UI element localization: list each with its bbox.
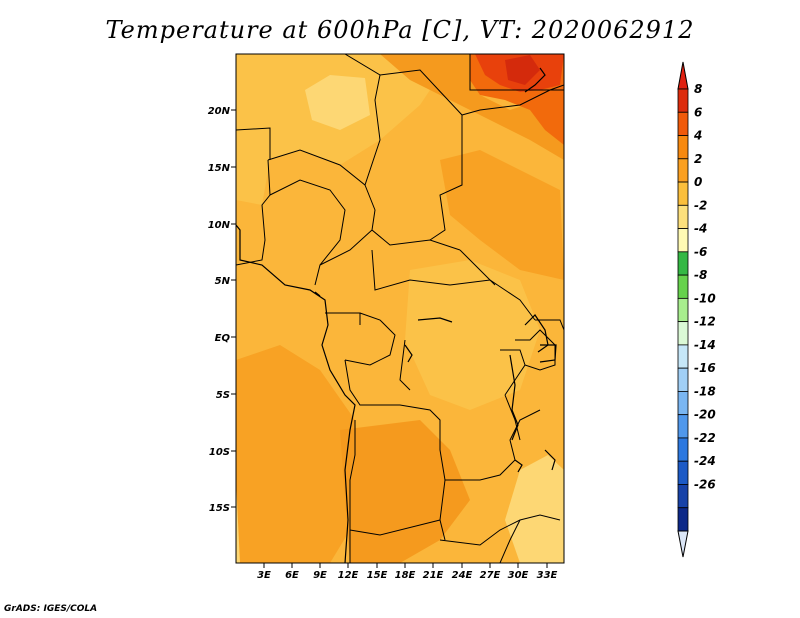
colorbar-segment bbox=[677, 507, 689, 532]
colorbar-label: -10 bbox=[694, 291, 716, 305]
lat-tick-label: 15S bbox=[209, 503, 230, 514]
colorbar-segment bbox=[677, 228, 689, 253]
colorbar-label: -24 bbox=[694, 454, 716, 468]
band-0-to-2-north bbox=[236, 54, 470, 205]
colorbar-segment bbox=[677, 484, 689, 509]
band-4-to-6-east bbox=[440, 150, 564, 280]
longitude-axis: 3E 6E 9E 12E 15E 18E 21E 24E 27E 30E 33E bbox=[257, 563, 558, 581]
colorbar-segment bbox=[677, 88, 689, 113]
colorbar-label: 4 bbox=[693, 129, 702, 143]
colorbar-segment bbox=[677, 204, 689, 229]
band-0-to-2-central bbox=[405, 260, 540, 410]
colorbar-segment bbox=[677, 437, 689, 462]
coastline bbox=[236, 67, 557, 563]
colorbar-label: -20 bbox=[694, 408, 716, 422]
lon-tick-label: 12E bbox=[338, 570, 359, 581]
lon-tick-label: 33E bbox=[537, 570, 558, 581]
temperature-field bbox=[236, 54, 564, 563]
colorbar-label: -18 bbox=[694, 384, 716, 398]
band-4-to-6-south bbox=[340, 420, 470, 563]
latitude-axis: 20N 15N 10N 5N EQ 5S 10S 15S bbox=[208, 106, 236, 514]
lat-tick-label: 5S bbox=[216, 390, 230, 401]
colorbar-label: 8 bbox=[694, 82, 702, 96]
colorbar-label: -12 bbox=[694, 315, 716, 329]
colorbar-segment bbox=[677, 274, 689, 299]
software-credit: GrADS: IGES/COLA bbox=[4, 604, 98, 614]
colorbar-label: -26 bbox=[694, 477, 716, 491]
colorbar-label: 0 bbox=[694, 175, 702, 189]
band-4-to-6-southwest bbox=[236, 345, 360, 563]
colorbar-segment bbox=[677, 414, 689, 439]
colorbar-segment bbox=[677, 111, 689, 136]
colorbar-segment bbox=[677, 251, 689, 276]
colorbar-top-arrow bbox=[677, 61, 689, 90]
colorbar-segment bbox=[677, 460, 689, 485]
colorbar-segment bbox=[677, 158, 689, 183]
lat-tick-label: 15N bbox=[208, 163, 231, 174]
lat-tick-label: 20N bbox=[208, 106, 231, 117]
colorbar-label: -6 bbox=[694, 245, 707, 259]
lat-tick-label: EQ bbox=[215, 333, 231, 344]
lon-tick-label: 21E bbox=[423, 570, 444, 581]
colorbar-segment bbox=[677, 344, 689, 369]
lon-tick-label: 9E bbox=[313, 570, 327, 581]
band-4-to-6-northeast bbox=[380, 54, 564, 160]
colorbar-label: 6 bbox=[694, 105, 702, 119]
colorbar-label: 2 bbox=[694, 152, 702, 166]
lon-tick-label: 18E bbox=[395, 570, 416, 581]
plot-title: Temperature at 600hPa [C], VT: 202006291… bbox=[105, 16, 695, 44]
lon-tick-label: 3E bbox=[257, 570, 271, 581]
colorbar-segment bbox=[677, 367, 689, 392]
colorbar: 8 6 4 2 0 -2 -4 -6 -8 -10 -12 -14 -16 -18 -20 -22 -24 -26 bbox=[677, 61, 716, 558]
colorbar-label: -2 bbox=[694, 198, 707, 212]
band-minus2-to-0-patch bbox=[305, 75, 370, 130]
colorbar-segment bbox=[677, 297, 689, 323]
lon-tick-label: 15E bbox=[367, 570, 388, 581]
colorbar-label: -14 bbox=[694, 338, 716, 352]
lon-tick-label: 24E bbox=[452, 570, 473, 581]
lon-tick-label: 6E bbox=[285, 570, 299, 581]
country-borders bbox=[236, 54, 564, 563]
lat-tick-label: 10S bbox=[209, 447, 230, 458]
lat-tick-label: 5N bbox=[215, 276, 231, 287]
lon-tick-label: 27E bbox=[480, 570, 501, 581]
lat-tick-label: 10N bbox=[208, 220, 231, 231]
colorbar-bottom-arrow bbox=[677, 530, 689, 558]
map-frame bbox=[235, 53, 565, 564]
colorbar-segment bbox=[677, 321, 689, 346]
colorbar-segment bbox=[677, 391, 689, 416]
colorbar-segment bbox=[677, 181, 689, 206]
colorbar-label: -22 bbox=[694, 431, 716, 445]
band-peak bbox=[505, 55, 540, 85]
band-minus2-to-0-east bbox=[505, 455, 564, 563]
colorbar-label: -4 bbox=[694, 222, 707, 236]
colorbar-segment bbox=[677, 135, 689, 160]
colorbar-label: -16 bbox=[694, 361, 716, 375]
colorbar-label: -8 bbox=[694, 268, 707, 282]
lon-tick-label: 30E bbox=[508, 570, 529, 581]
